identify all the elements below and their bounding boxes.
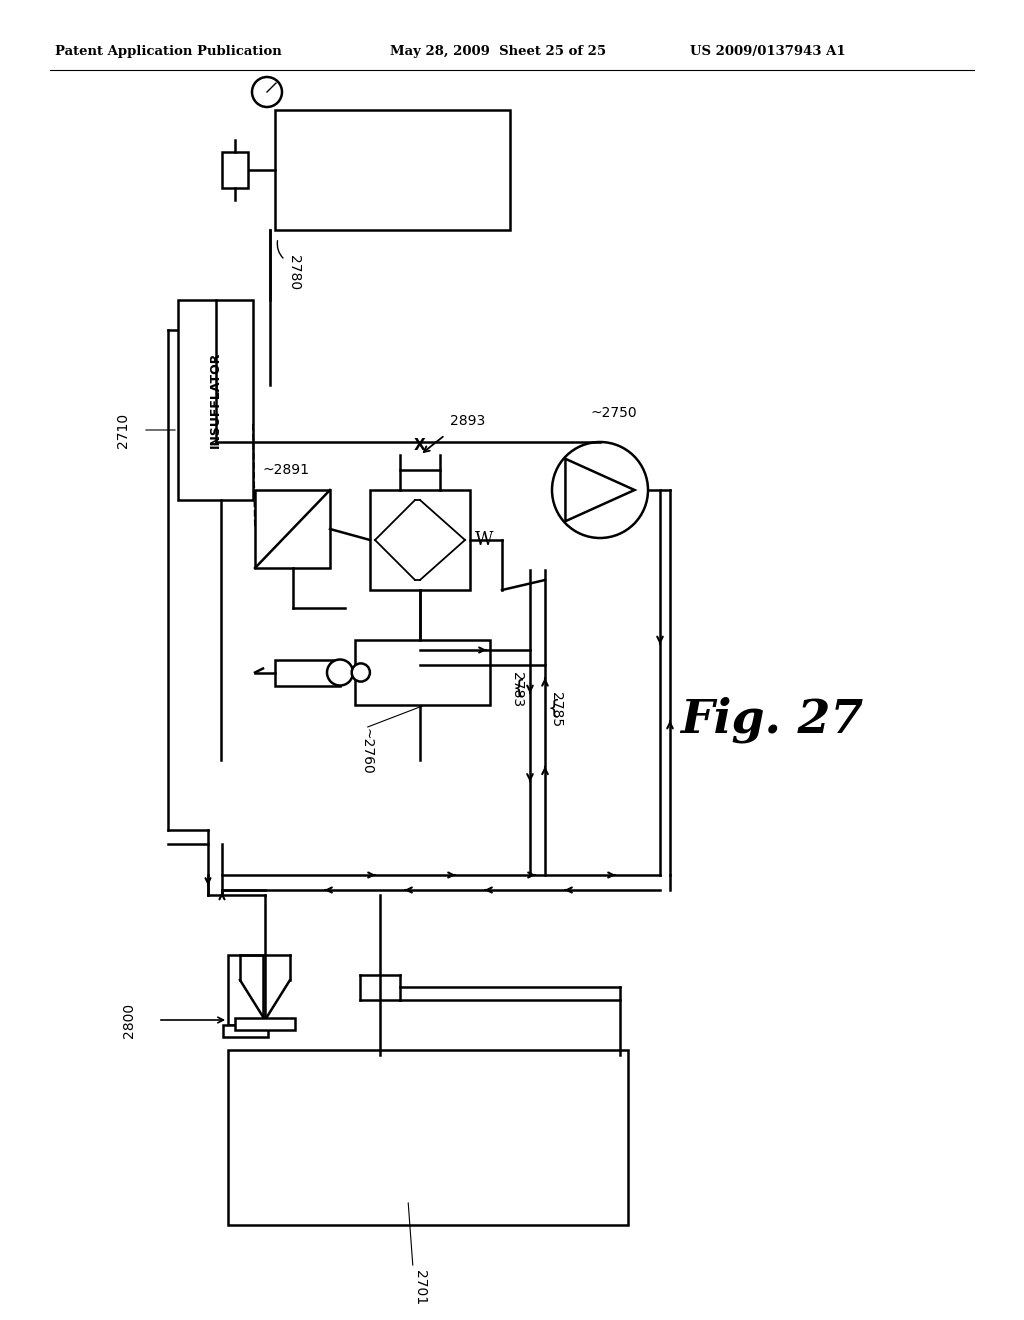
Bar [275,660,340,685]
Text: May 28, 2009  Sheet 25 of 25: May 28, 2009 Sheet 25 of 25 [390,45,606,58]
Bar [355,640,490,705]
Text: Fig. 27: Fig. 27 [680,697,863,743]
Circle shape [351,664,370,681]
Text: Patent Application Publication: Patent Application Publication [55,45,282,58]
Bar [228,1049,628,1225]
Text: ~2760: ~2760 [360,729,374,775]
Text: ~2891: ~2891 [262,463,309,477]
Text: 2780: 2780 [287,255,301,290]
Bar [223,1026,268,1038]
Text: 2710: 2710 [116,412,130,447]
Text: 2893: 2893 [450,414,485,428]
Text: INSUFFLATOR: INSUFFLATOR [209,352,222,449]
Bar [222,152,248,187]
Bar [370,490,470,590]
Bar [228,954,263,1026]
Text: W: W [475,531,494,549]
Text: {: { [548,698,560,718]
Text: {: { [513,678,525,697]
Polygon shape [565,459,635,521]
Circle shape [327,660,353,685]
Text: 2701: 2701 [413,1270,427,1305]
Bar [234,1018,295,1030]
Text: ~2750: ~2750 [590,407,637,420]
Circle shape [252,77,282,107]
Bar [275,110,510,230]
Bar [178,300,253,500]
Text: US 2009/0137943 A1: US 2009/0137943 A1 [690,45,846,58]
Text: 2800: 2800 [122,1002,136,1038]
Text: 2783: 2783 [510,672,524,708]
Bar [255,490,330,568]
Circle shape [552,442,648,539]
Text: X: X [414,437,426,453]
Text: 2785: 2785 [549,693,563,727]
